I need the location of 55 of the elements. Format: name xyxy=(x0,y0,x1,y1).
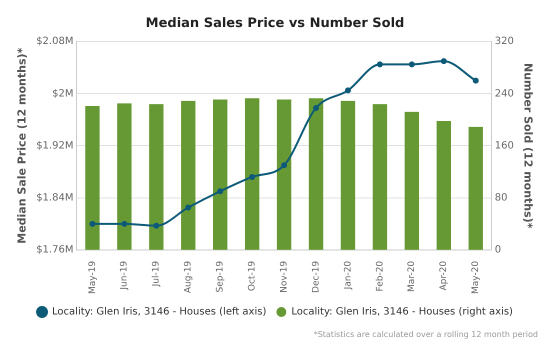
bar xyxy=(181,100,196,250)
x-tick-label: Feb-20 xyxy=(375,260,386,292)
bar xyxy=(468,126,483,250)
point xyxy=(217,188,224,194)
x-tick-label: Oct-19 xyxy=(247,260,258,292)
chart-title: Median Sales Price vs Number Sold xyxy=(146,16,404,32)
legend-label: Locality: Glen Iris, 3146 - Houses (right axis) xyxy=(291,306,514,318)
point xyxy=(440,58,447,64)
bar xyxy=(340,100,356,250)
x-tick-label: Sep-19 xyxy=(216,260,226,293)
point xyxy=(472,78,479,84)
text: *Statistics are calculated over a rolling 12 month period xyxy=(314,330,538,340)
y-tick-label: $2.08M xyxy=(36,36,74,48)
x-tick-label: Jun-19 xyxy=(120,260,130,291)
y2-tick-label: 80 xyxy=(494,192,508,204)
y2-tick-label: 0 xyxy=(494,244,502,256)
x-tick-label: Jul-19 xyxy=(152,260,162,288)
y2-tick-label: 160 xyxy=(494,140,514,152)
point xyxy=(185,204,192,211)
x-tick-label: Aug-19 xyxy=(184,260,194,294)
bar xyxy=(85,106,100,250)
x-tick-label: Apr-20 xyxy=(439,260,450,291)
point xyxy=(313,104,320,111)
bar xyxy=(308,98,324,250)
x-tick-label: Nov-19 xyxy=(279,260,290,293)
legend-label: Locality: Glen Iris, 3146 - Houses (left axis) xyxy=(52,306,266,318)
bar xyxy=(149,104,164,250)
bar xyxy=(436,120,451,250)
point xyxy=(281,162,288,168)
x-tick-label: May-20 xyxy=(471,260,482,294)
point xyxy=(121,220,128,227)
point xyxy=(249,174,256,180)
x-tick-label: May-19 xyxy=(88,260,98,294)
y-axis-title: Median Sale Price (12 months)* xyxy=(15,47,28,244)
bar xyxy=(244,98,260,250)
point xyxy=(344,87,351,94)
y-tick-label: $1.76M xyxy=(36,244,74,256)
y-tick-label: $1.92M xyxy=(36,140,74,152)
y2-tick-label: 320 xyxy=(494,36,514,48)
bar xyxy=(276,100,292,250)
y-tick-label: $1.84M xyxy=(36,192,74,204)
x-tick-label: Jan-20 xyxy=(343,260,354,290)
point xyxy=(376,61,383,68)
point xyxy=(408,61,415,68)
point xyxy=(153,222,160,229)
bar xyxy=(213,100,228,250)
bar xyxy=(372,104,388,250)
bar xyxy=(117,103,132,250)
x-tick-label: Dec-19 xyxy=(311,260,322,293)
x-tick-label: Mar-20 xyxy=(407,260,418,292)
y2-tick-label: 240 xyxy=(494,88,514,100)
bar xyxy=(404,112,420,250)
y-tick-label: $2M xyxy=(52,88,74,100)
point xyxy=(89,220,96,227)
y2-axis-title: Number Sold (12 months)* xyxy=(522,62,535,229)
